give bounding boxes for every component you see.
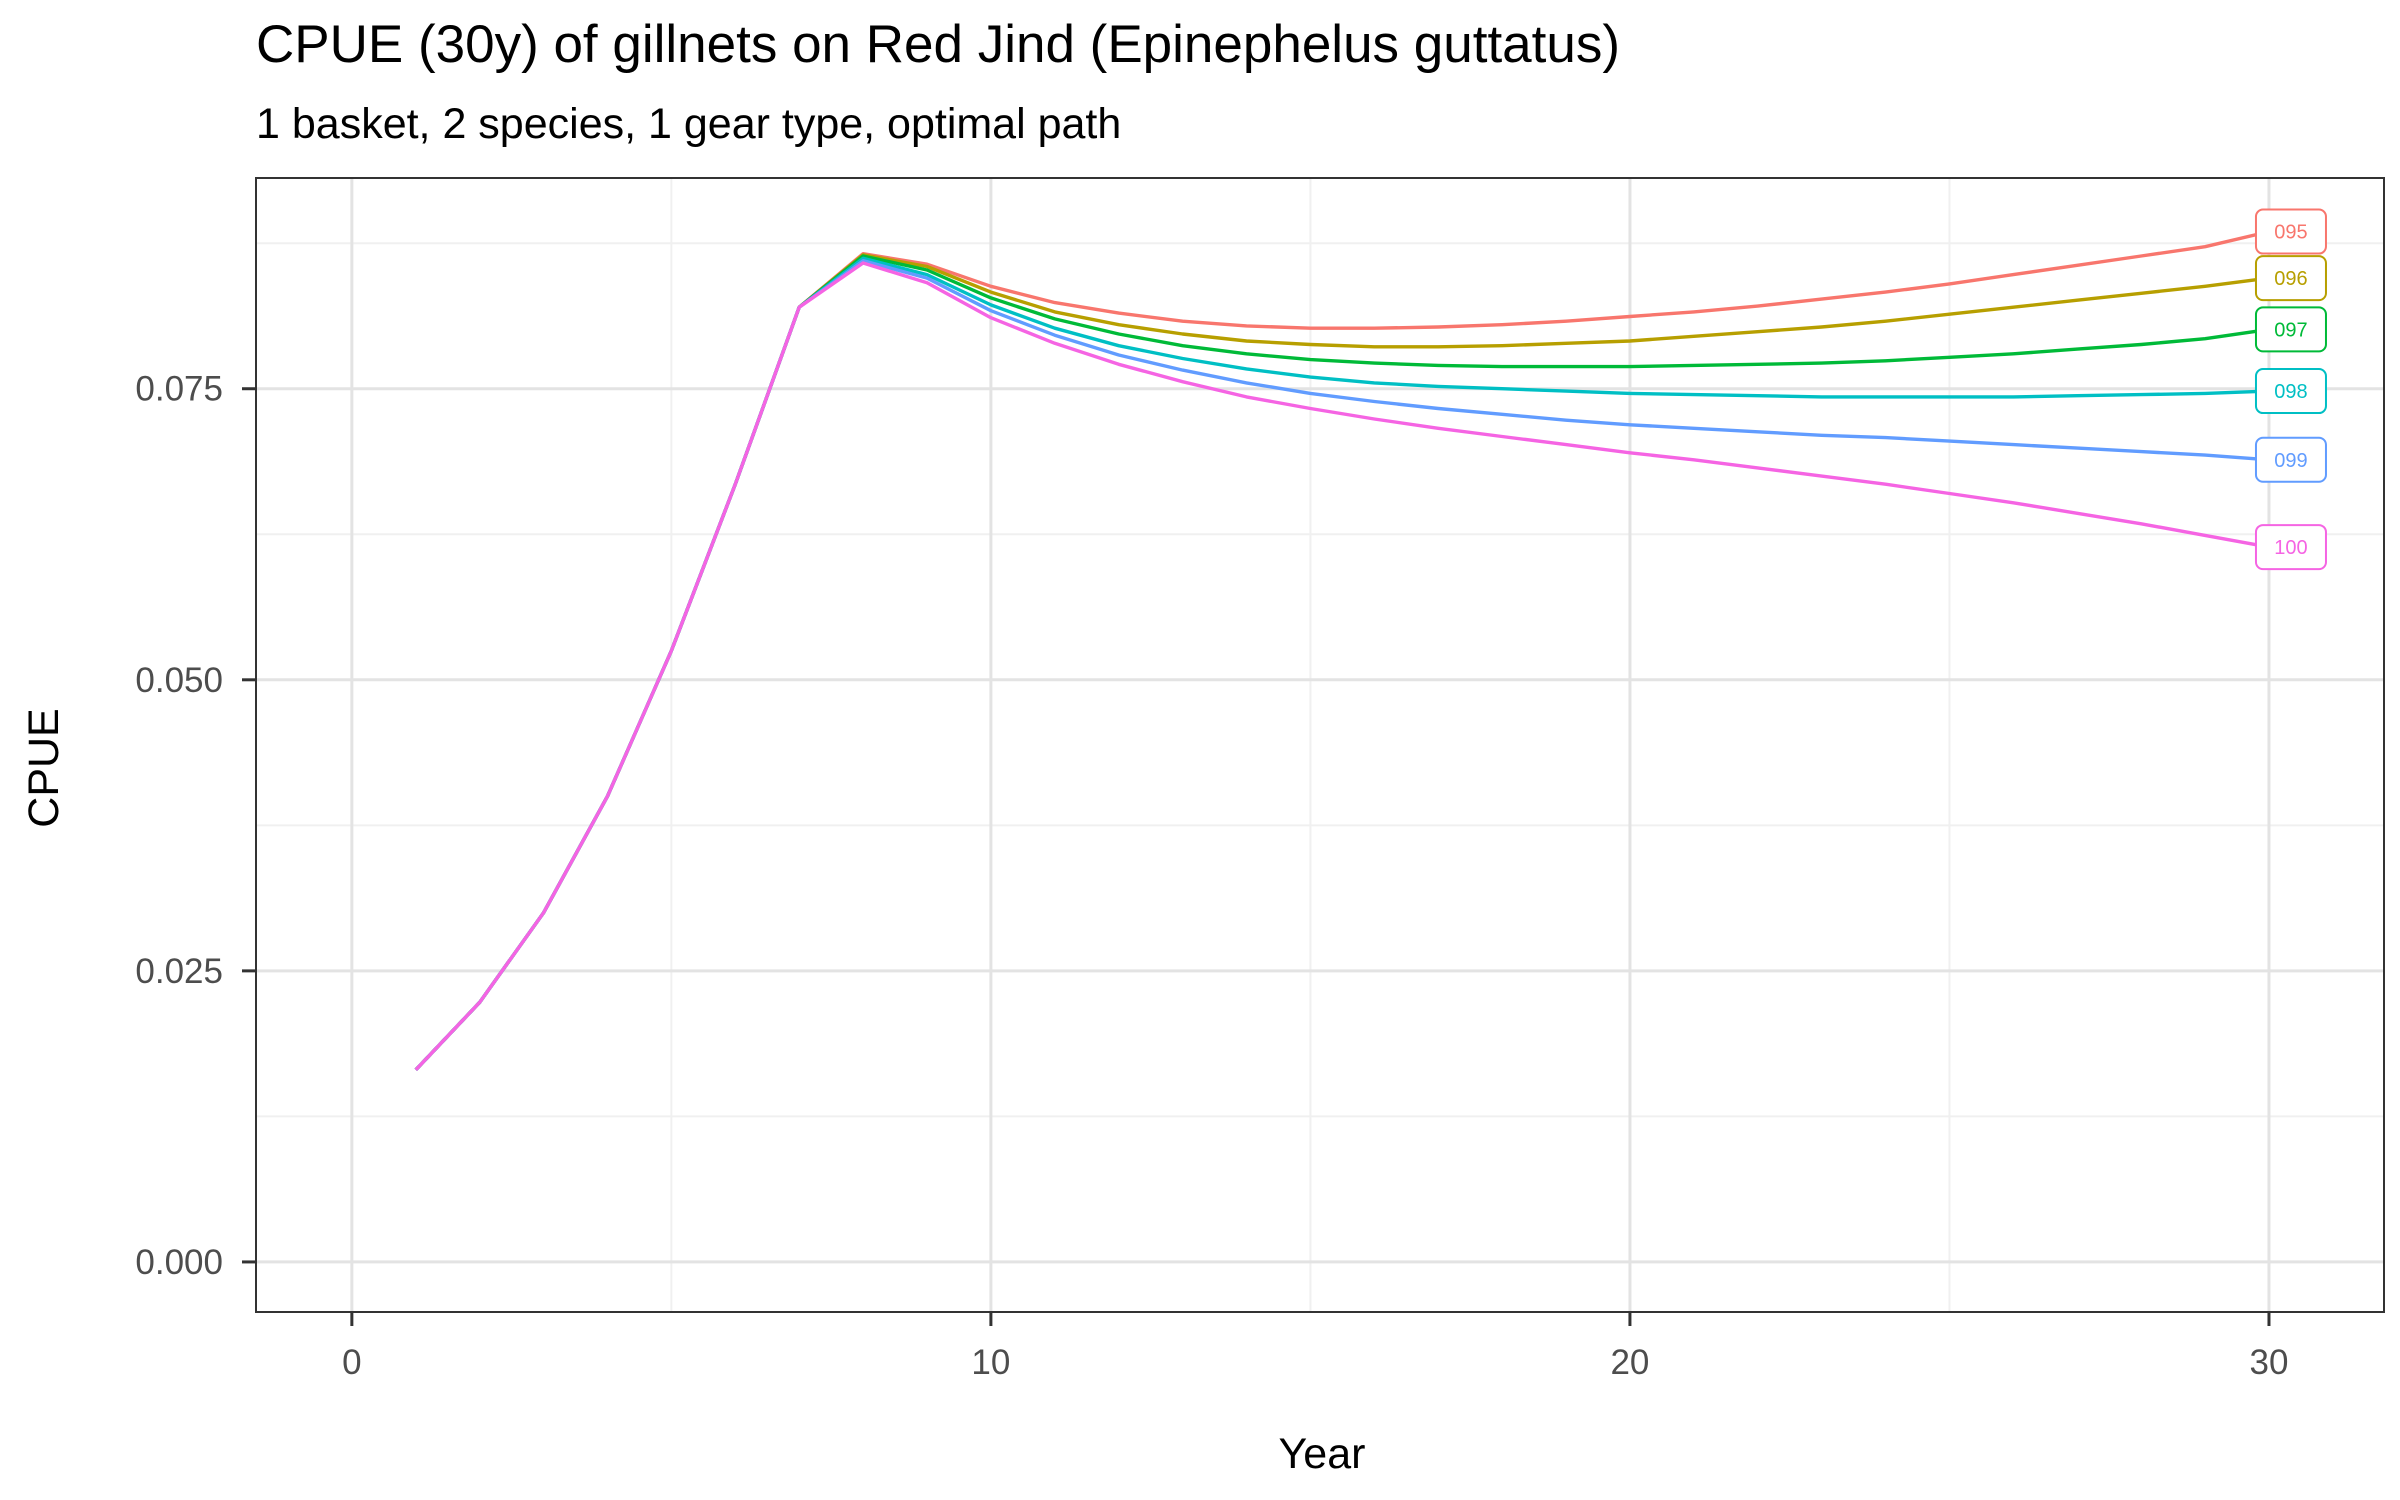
series-label-text: 100: [2274, 537, 2307, 559]
y-tick-label: 0.025: [135, 952, 223, 991]
series-line-097: [414, 254, 2270, 1071]
series-line-096: [414, 253, 2270, 1071]
series-label-box: [2254, 368, 2327, 415]
series-line-100: [414, 261, 2270, 1071]
series-label-text: 097: [2274, 319, 2307, 341]
series-label-text: 098: [2274, 381, 2307, 403]
x-tick-label: 0: [342, 1343, 361, 1382]
series-label-text: 096: [2274, 268, 2307, 290]
y-tick-label: 0.000: [135, 1243, 223, 1282]
x-axis-title: Year: [1279, 1430, 1366, 1478]
series-labels: 095 096 097 098 099 100: [2254, 208, 2327, 571]
chart-title: CPUE (30y) of gillnets on Red Jind (Epin…: [256, 15, 1620, 74]
series-label-095: 095: [2254, 208, 2327, 255]
series-label-text: 095: [2274, 222, 2307, 244]
chart-subtitle: 1 basket, 2 species, 1 gear type, optima…: [256, 100, 1121, 148]
series-label-098: 098: [2254, 368, 2327, 415]
series-label-100: 100: [2254, 524, 2327, 571]
series-line-095: [414, 229, 2270, 1071]
x-tick-label: 10: [971, 1343, 1010, 1382]
series-label-box: [2254, 306, 2327, 353]
series-label-097: 097: [2254, 306, 2327, 353]
series-line-099: [414, 259, 2270, 1071]
plot-panel-border: [255, 177, 2385, 1313]
series-lines: [414, 229, 2270, 1071]
axes: 0 10 20 30 0.000 0.025 0.050 0.075: [135, 370, 2288, 1382]
x-tick-label: 30: [2250, 1343, 2289, 1382]
y-tick-label: 0.050: [135, 661, 223, 700]
series-label-box: [2254, 208, 2327, 255]
major-gridlines: [256, 178, 2384, 1312]
series-label-box: [2254, 255, 2327, 302]
x-tick-label: 20: [1610, 1343, 1649, 1382]
series-label-099: 099: [2254, 436, 2327, 483]
minor-gridlines: [256, 178, 2384, 1312]
series-label-box: [2254, 524, 2327, 571]
series-line-098: [414, 256, 2270, 1071]
y-tick-label: 0.075: [135, 370, 223, 409]
series-label-096: 096: [2254, 255, 2327, 302]
series-label-text: 099: [2274, 450, 2307, 472]
series-label-box: [2254, 436, 2327, 483]
y-axis-title: CPUE: [20, 708, 68, 827]
